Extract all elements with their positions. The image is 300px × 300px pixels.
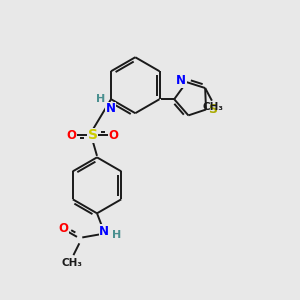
Text: CH₃: CH₃ (61, 258, 82, 268)
Text: N: N (176, 74, 186, 87)
Text: O: O (109, 129, 119, 142)
Text: O: O (66, 129, 76, 142)
Text: O: O (58, 221, 68, 235)
Text: S: S (88, 128, 98, 142)
Text: H: H (112, 230, 122, 239)
Text: N: N (106, 102, 116, 115)
Text: S: S (208, 103, 217, 116)
Text: H: H (96, 94, 105, 104)
Text: CH₃: CH₃ (203, 102, 224, 112)
Text: N: N (99, 225, 110, 238)
